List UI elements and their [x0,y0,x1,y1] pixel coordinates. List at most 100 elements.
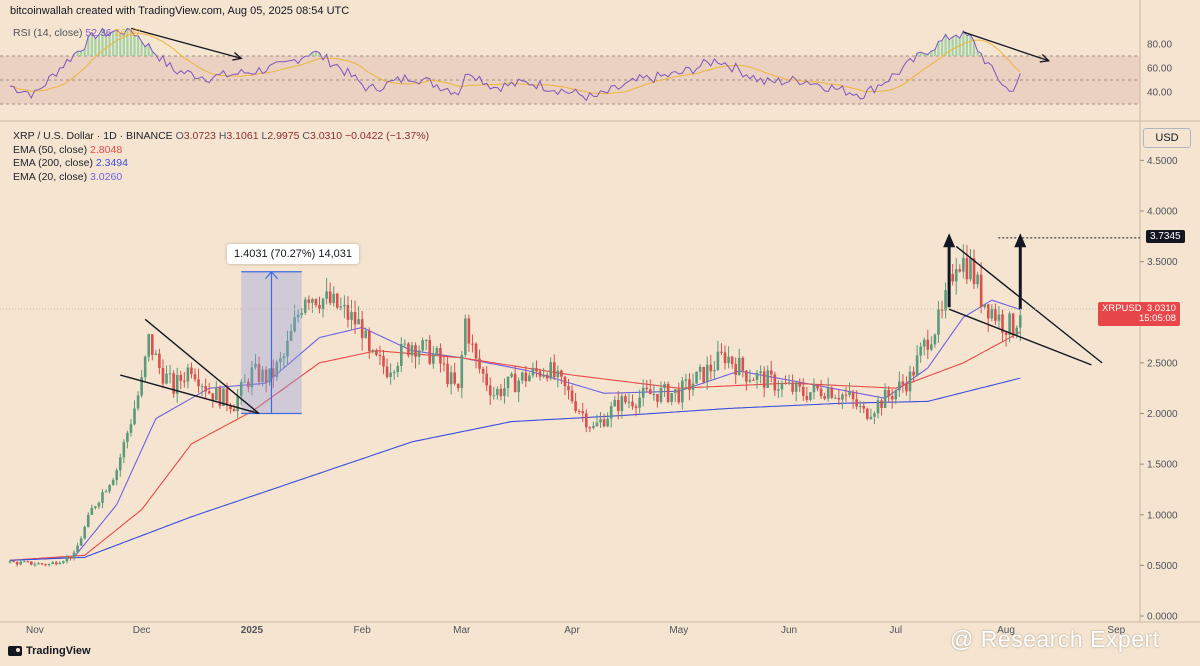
candle-body [1004,332,1008,336]
ema50-value: 2.8048 [90,143,123,156]
candle-body [638,397,641,408]
candle-body [186,367,190,382]
candle-body [769,370,773,375]
candle-body [798,382,802,387]
candle-body [492,395,496,397]
candle-body [62,561,65,563]
candle-body [83,526,87,539]
candle-body [823,396,826,399]
candle-body [552,362,556,378]
currency-button[interactable]: USD [1143,128,1191,148]
candle-body [353,312,357,325]
candle-body [705,364,709,383]
candle-body [275,362,279,378]
candle-body [656,394,659,402]
candle-body [325,291,328,299]
candle-body [108,485,111,492]
candle-body [634,406,638,408]
candle-body [442,363,446,365]
candle-body [143,356,147,378]
rsi-panel [0,27,1140,105]
candle-body [812,384,816,393]
candle-body [218,387,222,406]
candle-body [531,367,535,376]
candle-body [801,386,805,396]
ema200-row: EMA (200, close) 2.3494 [13,157,429,171]
candle-body [175,375,179,394]
close-value: 3.0310 [309,130,343,142]
candle-body [407,343,410,356]
candle-body [183,380,186,382]
candle-body [154,353,158,355]
candle-body [652,394,656,396]
low-label: L [261,130,268,142]
candle-body [990,309,994,319]
candle-body [499,388,503,397]
candle-body [54,562,58,565]
candle-body [279,358,282,363]
candle-body [207,391,211,394]
candle-body [417,350,421,357]
candle-body [570,390,574,402]
candle-body [535,367,538,372]
candle-body [727,356,730,364]
candle-body [737,357,741,375]
date-tick-label: Jun [781,625,797,636]
candle-body [784,382,787,384]
candle-body [1015,327,1019,336]
candle-body [314,299,318,306]
candle-body [595,422,599,427]
candle-body [602,419,606,427]
candle-body [666,383,670,402]
axes: 4.5000 4.0000 3.5000 2.5000 2.0000 1.5000 1.00… [26,40,1178,637]
candle-body [684,379,688,381]
candle-body [496,388,499,396]
candle-body [791,382,794,392]
candle-body [510,373,513,377]
chart-header: bitcoinwallah created with TradingView.c… [10,5,349,17]
candle-body [1011,313,1015,336]
candle-body [816,384,819,389]
candle-body [51,562,54,565]
created-with: created with TradingView.com, Aug 05, 20… [76,5,350,17]
symbol-tag-name: XRPUSD [1102,303,1142,314]
candle-body [111,479,115,486]
candle-body [261,369,264,383]
candle-body [339,306,343,308]
candle-body [851,391,855,400]
candle-body [745,370,748,382]
candle-body [819,388,823,397]
candle-body [972,258,976,285]
candle-body [446,363,449,385]
tradingview-brand[interactable]: TradingView [8,645,91,657]
candle-body [311,299,314,303]
date-tick-label: Feb [354,625,372,636]
candle-body [26,561,30,563]
measure-arrow-head [265,270,278,280]
measure-label: 1.4031 (70.27%) 14,031 [227,244,359,264]
ema50-row: EMA (50, close) 2.8048 [13,144,429,158]
high-label: H [218,130,227,142]
rsi-title: RSI (14, close) [13,27,83,39]
ema-lines [9,299,1021,561]
ema20-value: 3.0260 [90,170,123,183]
candle-body [168,373,172,375]
candle-body [158,353,161,369]
candle-body [33,564,37,566]
candle-body [375,350,378,356]
candle-body [197,379,200,387]
candle-body [403,343,407,345]
ema50-label: EMA (50, close) [13,143,88,156]
pole-arrow-head [943,233,956,248]
candle-body [898,381,901,391]
candle-body [104,491,108,493]
candle-body [691,383,695,390]
rsi-divergence-arrow-head [1039,54,1051,63]
candle-body [997,314,1001,321]
date-tick-label: May [669,625,688,636]
candle-body [19,561,22,565]
candle-body [268,368,271,383]
symbol-price-tag: XRPUSD 3.0310 15:05:08 [1098,302,1180,326]
candle-body [30,561,33,565]
